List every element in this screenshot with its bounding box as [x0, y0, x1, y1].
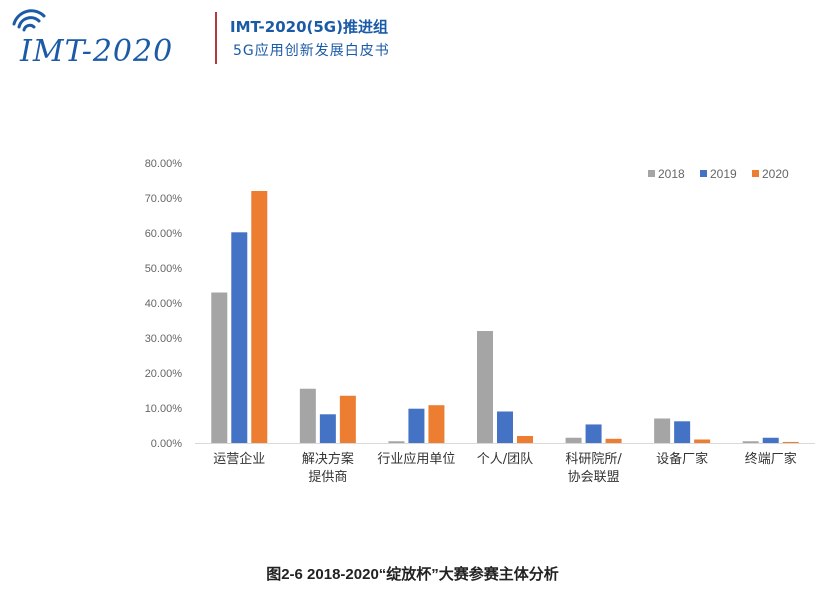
bar-chart: 0.00% 10.00% 20.00% 30.00% 40.00% 50.00% 60.00… [145, 158, 815, 485]
legend-label-2019: 2019 [710, 167, 737, 181]
bar-2019 [408, 408, 425, 443]
y-tick-label: 40.00% [145, 298, 183, 310]
legend-swatch-2020 [752, 170, 759, 177]
y-tick-label: 10.00% [145, 403, 183, 415]
y-tick-label: 70.00% [145, 193, 183, 205]
y-tick-label: 60.00% [145, 228, 183, 240]
x-category-label: 终端厂家 [745, 451, 797, 467]
bar-2020 [605, 438, 622, 443]
y-tick-label: 50.00% [145, 263, 183, 275]
bar-2020 [251, 191, 268, 443]
bar-2018 [299, 388, 316, 443]
x-category-label: 科研院所/ [565, 452, 622, 467]
bar-2018 [654, 418, 671, 443]
y-tick-label: 80.00% [145, 158, 183, 170]
org-subtitle: 5G应用创新发展白皮书 [233, 43, 390, 59]
imt-2020-logo: IMT-2020 [10, 6, 200, 70]
y-tick-label: 0.00% [151, 438, 182, 450]
x-category-label: 运营企业 [213, 451, 265, 467]
x-category-label: 协会联盟 [568, 470, 620, 485]
page-header: IMT-2020 IMT-2020(5G)推进组 5G应用创新发展白皮书 [0, 0, 825, 80]
bar-2020 [517, 436, 533, 443]
bar-2018 [565, 437, 582, 443]
figure-caption: 图2-6 2018-2020“绽放杯”大赛参赛主体分析 [266, 566, 559, 583]
bar-2020 [694, 439, 711, 443]
x-category-label: 设备厂家 [656, 451, 708, 467]
legend-swatch-2018 [648, 170, 655, 177]
bar-2019 [231, 232, 248, 443]
bar-2019 [497, 411, 513, 443]
x-category-label: 提供商 [308, 469, 347, 485]
legend-label-2018: 2018 [658, 167, 685, 181]
legend-swatch-2019 [700, 170, 707, 177]
x-category-label: 个人/团队 [477, 452, 533, 467]
bar-2018 [742, 441, 759, 443]
bar-2019 [762, 437, 779, 443]
y-tick-label: 20.00% [145, 368, 183, 380]
bar-2020 [428, 405, 445, 443]
logo-text: IMT-2020 [20, 34, 174, 69]
legend-label-2020: 2020 [762, 167, 789, 181]
bar-2020 [782, 441, 799, 443]
header-divider [215, 12, 217, 64]
bar-2020 [339, 395, 356, 443]
x-category-label: 解决方案 [302, 451, 354, 467]
y-tick-label: 30.00% [145, 333, 183, 345]
wifi-signal-icon [12, 9, 46, 32]
bar-2018 [211, 292, 228, 443]
x-category-label: 行业应用单位 [377, 451, 455, 467]
bar-2019 [319, 414, 336, 443]
bar-2018 [477, 331, 493, 443]
bar-2019 [585, 424, 602, 443]
bar-2018 [388, 441, 405, 443]
org-title: IMT-2020(5G)推进组 [230, 18, 388, 36]
bar-2019 [674, 421, 691, 443]
